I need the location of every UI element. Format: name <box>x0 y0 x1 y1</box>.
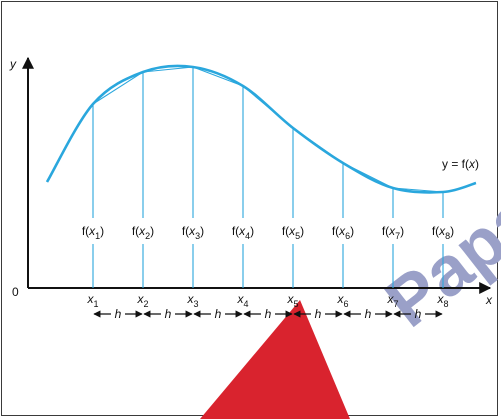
x-tick-label-2: x2 <box>136 292 148 309</box>
ordinate-label-6: f(x6) <box>332 224 354 241</box>
ordinate-label-1: f(x1) <box>82 224 104 241</box>
ordinate-label-7: f(x7) <box>382 224 404 241</box>
spacing-marker-2: h <box>143 307 193 321</box>
x-tick-label-6: x6 <box>336 292 348 309</box>
svg-text:h: h <box>365 307 372 321</box>
chord-2 <box>142 66 194 73</box>
chord-1 <box>92 71 144 105</box>
watermark-logo: Papa <box>200 177 501 419</box>
y-axis-label: y <box>9 57 17 71</box>
ordinate-value-labels: f(x1) f(x2) f(x3) f(x4) f(x5) f(x6) f(x7) f(x8) <box>82 224 454 241</box>
trapezium-chords <box>92 66 444 193</box>
spacing-marker-3: h <box>193 307 243 321</box>
x-tick-label-3: x3 <box>186 292 198 309</box>
ordinate-label-5: f(x5) <box>282 224 304 241</box>
ordinate-label-8: f(x8) <box>432 224 454 241</box>
watermark-red-triangle <box>200 300 350 419</box>
ordinate-label-2: f(x2) <box>132 224 154 241</box>
spacing-marker-4: h <box>243 307 293 321</box>
svg-text:h: h <box>215 307 222 321</box>
x-tick-label-1: x1 <box>86 292 98 309</box>
ordinate-label-4: f(x4) <box>232 224 254 241</box>
svg-text:h: h <box>415 307 422 321</box>
svg-text:h: h <box>165 307 172 321</box>
curve-y-f-x <box>45 64 477 194</box>
spacing-marker-6: h <box>343 307 393 321</box>
ordinate-lines <box>92 67 444 288</box>
x-tick-label-7: x7 <box>386 292 398 309</box>
svg-text:h: h <box>115 307 122 321</box>
chord-3 <box>192 66 244 87</box>
x-tick-label-8: x8 <box>436 292 448 309</box>
svg-text:h: h <box>265 307 272 321</box>
spacing-marker-1: h <box>93 307 143 321</box>
origin-label: 0 <box>12 285 19 299</box>
ordinate-label-3: f(x3) <box>182 224 204 241</box>
x-tick-label-4: x4 <box>236 292 248 309</box>
x-tick-labels: x1 x2 x3 x4 x5 x6 x7 x8 <box>86 292 448 309</box>
x-axis-label: x <box>485 293 493 307</box>
curve-label: y = f(x) <box>442 157 479 171</box>
spacing-marker-7: h <box>393 307 443 321</box>
svg-text:h: h <box>315 307 322 321</box>
watermark-text: Papa <box>371 177 501 342</box>
spacing-marker-5: h <box>293 307 343 321</box>
x-tick-label-5: x5 <box>286 292 298 309</box>
